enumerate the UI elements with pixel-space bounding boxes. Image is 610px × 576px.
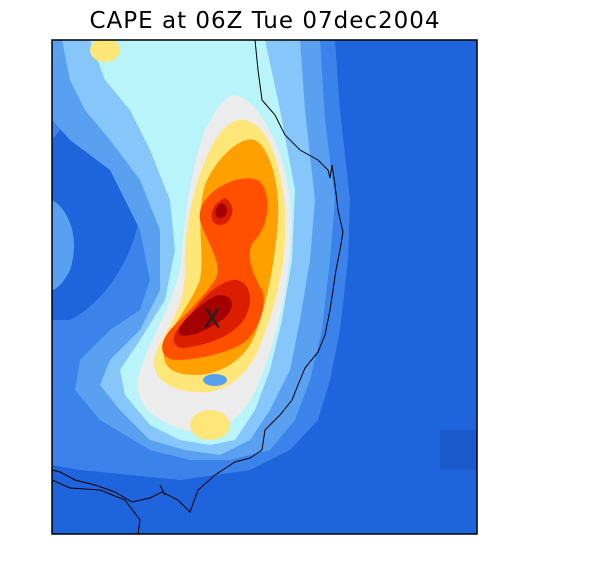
- title: CAPE at 06Z Tue 07dec2004: [89, 8, 440, 34]
- marker: X: [203, 305, 221, 335]
- map-frame: [51, 39, 478, 535]
- state-border: [51, 479, 141, 535]
- cape-field: [52, 40, 477, 534]
- coastline: [51, 39, 344, 513]
- state-border: [159, 484, 166, 496]
